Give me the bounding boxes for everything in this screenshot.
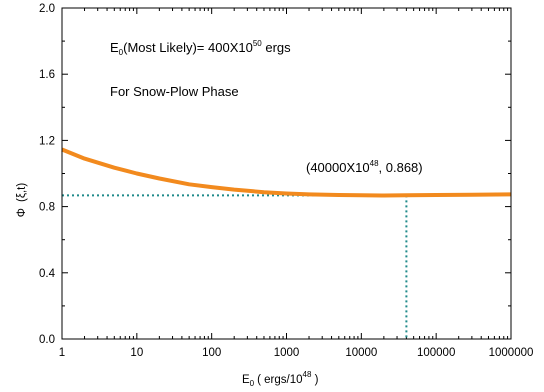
plot-frame [61,7,512,340]
x-axis-title-sub: 0 [250,379,255,388]
y-axis-title-phi: Φ [16,208,28,217]
annotation-phase: For Snow-Plow Phase [110,84,239,99]
annotation-energy-suffix: ergs [262,40,291,55]
series-layer [61,147,512,198]
series-line [61,147,512,198]
x-axis-title-main: E [242,374,250,386]
x-tick-label: 1000000 [489,347,534,359]
x-axis-title-sup: 48 [303,370,312,379]
x-tick-label: 1 [59,347,65,359]
annotation-point-label: (40000X1048, 0.868) [306,159,423,175]
point-label-prefix: (40000X10 [306,160,370,175]
x-axis-title-end: ) [311,374,318,386]
tick-labels: 1 10 100 1000 10000 100000 1000000 0.0 0.4 0.8 1.2… [39,3,533,359]
x-axis-title-mid: ( ergs/10 [257,374,302,386]
reference-lines [62,194,408,339]
annotation-energy: E0(Most Likely)= 400X1050 ergs [110,39,291,57]
annotation-energy-sup: 50 [253,39,262,48]
y-tick-label: 0.8 [39,202,55,214]
y-tick-label: 1.2 [39,135,55,147]
y-tick-label: 0.4 [39,268,56,280]
annotation-energy-mid: (Most Likely)= 400X10 [123,40,253,55]
y-tick-label: 2.0 [39,3,55,15]
y-tick-label: 0.0 [39,334,55,346]
x-tick-label: 100000 [417,347,455,359]
point-label-sup: 48 [370,159,379,168]
x-axis-title: E0( ergs/1048 ) [242,370,319,388]
x-tick-label: 1000 [274,347,300,359]
y-axis-title-args: (ξ,t) [16,183,28,202]
y-axis-title: Φ (ξ,t) [16,183,28,218]
annotation-energy-sub: 0 [119,48,124,57]
y-tick-label: 1.6 [39,69,55,81]
x-tick-label: 10 [130,347,143,359]
annotation-energy-prefix: E [110,40,119,55]
x-tick-label: 100 [202,347,221,359]
x-tick-label: 10000 [345,347,377,359]
point-label-suffix: , 0.868) [379,160,423,175]
